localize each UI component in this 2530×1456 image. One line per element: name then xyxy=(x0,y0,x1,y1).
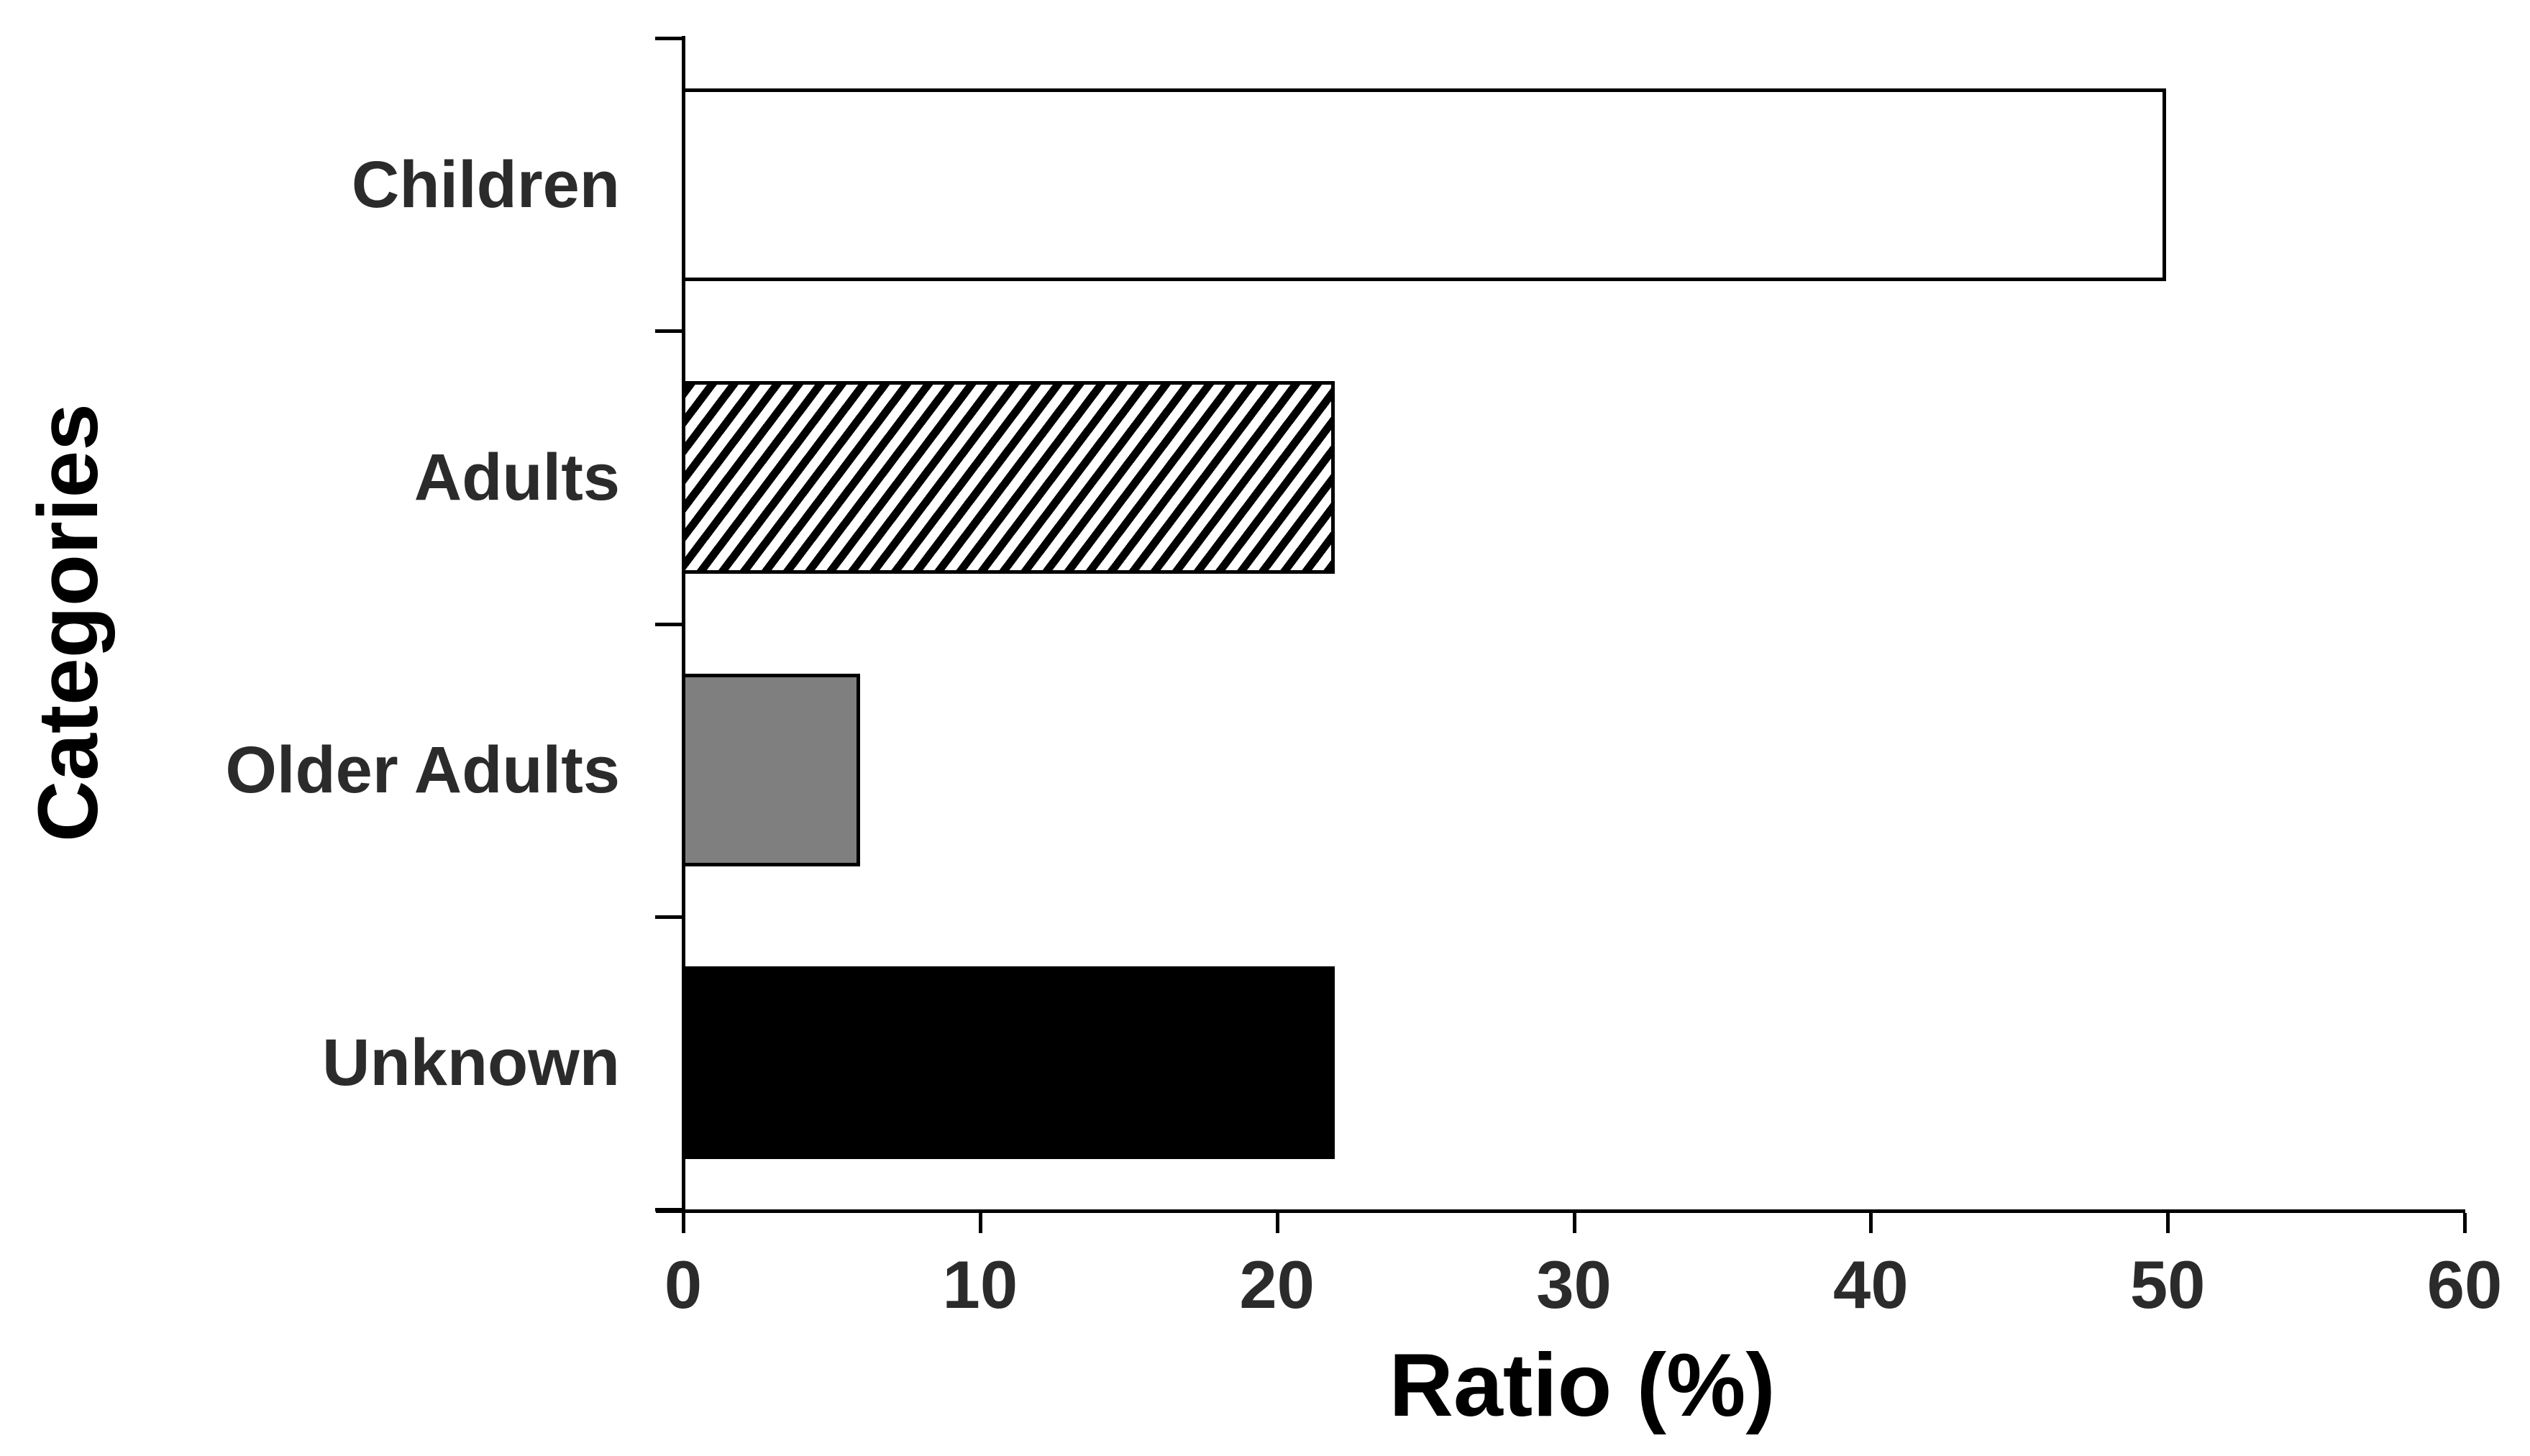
y-axis-tick-3 xyxy=(655,915,682,919)
bar-children xyxy=(682,88,2167,281)
y-axis-tick-4 xyxy=(655,1208,682,1212)
x-axis-tick-0 xyxy=(682,1213,685,1233)
y-axis-tick-1 xyxy=(655,329,682,334)
x-axis-line xyxy=(656,1209,2465,1213)
bar-adults xyxy=(682,380,1335,574)
y-axis-tick-2 xyxy=(655,622,682,626)
x-axis-tick-label-10: 10 xyxy=(942,1247,1018,1322)
x-axis-tick-label-20: 20 xyxy=(1239,1247,1315,1322)
y-axis-title: Categories xyxy=(21,403,116,842)
x-axis-tick-60 xyxy=(2463,1213,2467,1233)
category-label-adults: Adults xyxy=(414,440,620,514)
x-axis-tick-label-0: 0 xyxy=(664,1247,703,1322)
category-label-older-adults: Older Adults xyxy=(225,733,620,807)
x-axis-tick-label-40: 40 xyxy=(1833,1247,1909,1322)
category-label-unknown: Unknown xyxy=(322,1026,620,1100)
x-axis-tick-10 xyxy=(978,1213,982,1233)
x-axis-tick-label-30: 30 xyxy=(1536,1247,1612,1322)
x-axis-tick-20 xyxy=(1275,1213,1279,1233)
x-axis-tick-30 xyxy=(1572,1213,1576,1233)
y-axis-tick-0 xyxy=(655,37,682,40)
x-axis-tick-label-50: 50 xyxy=(2129,1247,2206,1322)
bar-older-adults xyxy=(682,674,860,867)
y-axis-line xyxy=(682,36,685,1213)
x-axis-tick-label-60: 60 xyxy=(2426,1247,2503,1322)
bar-unknown xyxy=(682,966,1335,1160)
x-axis-tick-40 xyxy=(1869,1213,1873,1233)
x-axis-title: Ratio (%) xyxy=(1389,1336,1776,1435)
category-label-children: Children xyxy=(351,147,620,221)
x-axis-tick-50 xyxy=(2166,1213,2170,1233)
